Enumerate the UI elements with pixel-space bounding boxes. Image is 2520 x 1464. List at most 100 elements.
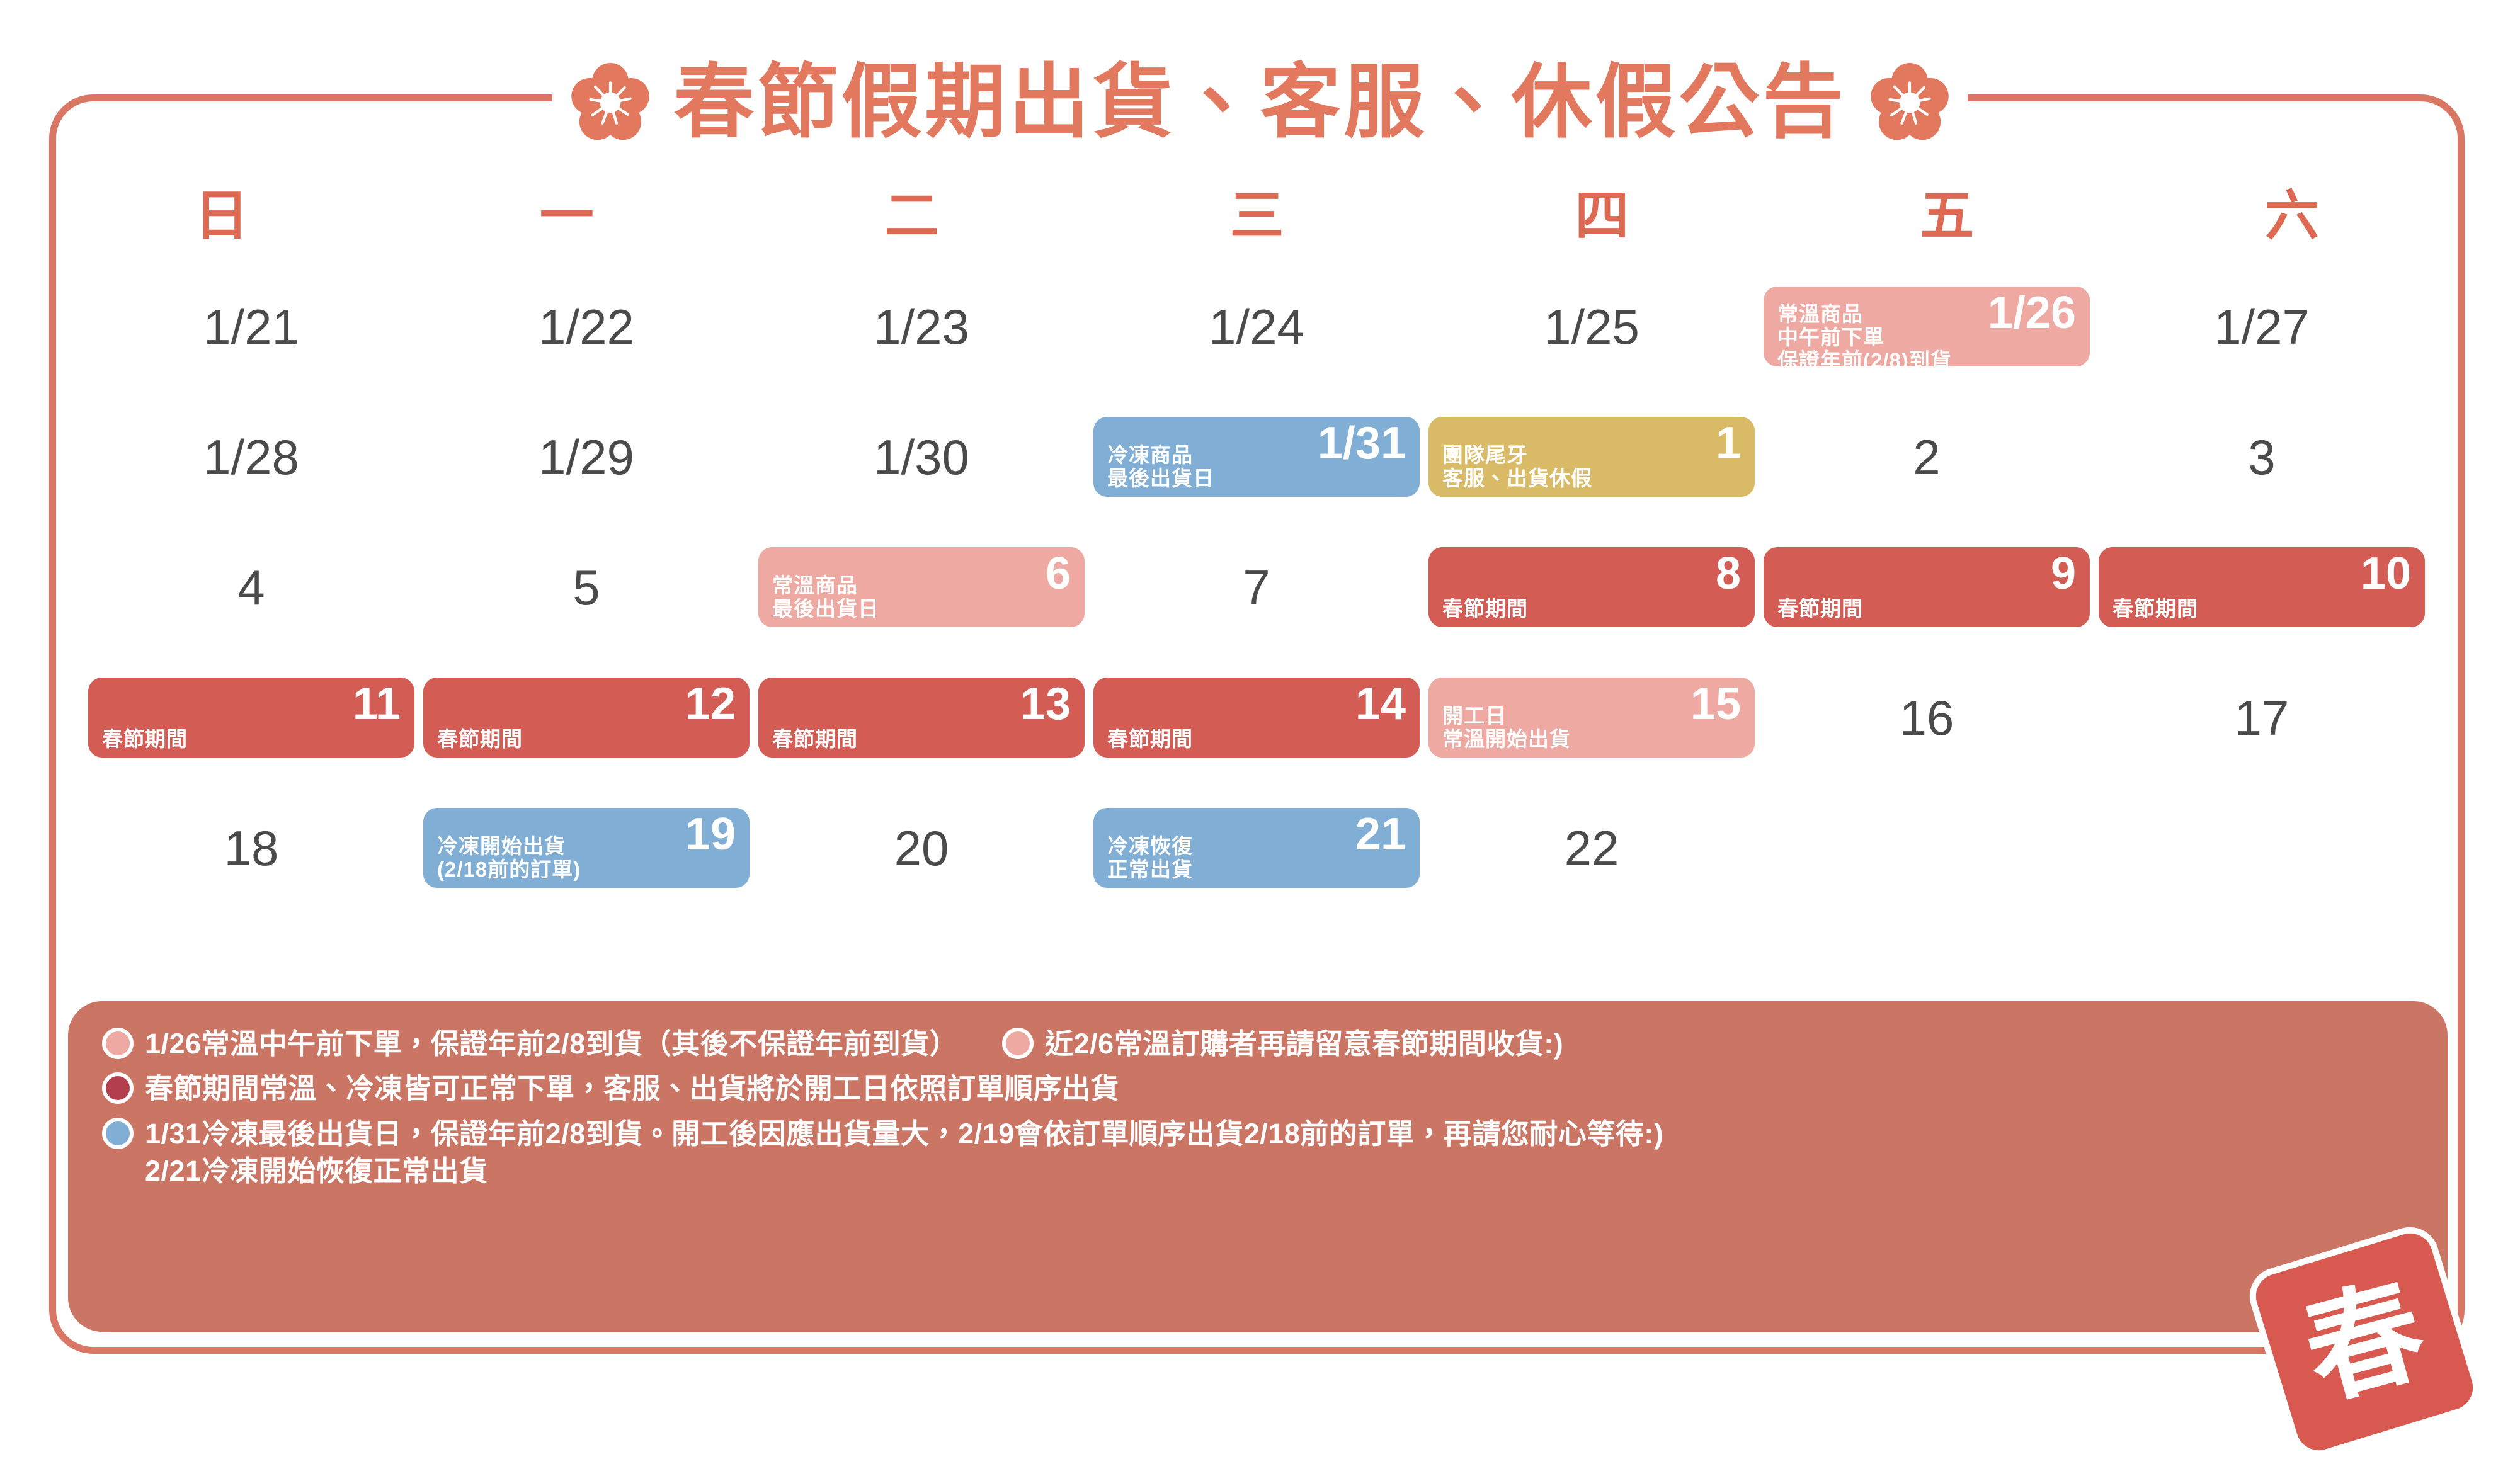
day-number: 20: [894, 820, 949, 876]
legend-item-dark-red: 春節期間常溫、冷凍皆可正常下單，客服、出貨將於開工日依照訂單順序出貨: [102, 1070, 1119, 1107]
weekday-label-2: 二: [884, 186, 939, 246]
day-number: 19: [685, 809, 736, 860]
calendar-cell-day-tagged-blue: 19 冷凍開始出貨 (2/18前的訂單): [423, 808, 750, 888]
day-note: 冷凍商品 最後出貨日: [1107, 443, 1214, 491]
weekday-header-row: 日一二三四五六: [49, 189, 2465, 243]
day-number: 8: [1715, 548, 1741, 599]
legend-dot-blue-icon: [102, 1117, 134, 1149]
calendar-cell-day-tagged-pink: 15 開工日 常溫開始出貨: [1428, 678, 1755, 758]
calendar-cell-day-tagged-red: 13 春節期間: [758, 678, 1085, 758]
weekday-label-1: 一: [539, 186, 594, 246]
day-note: 冷凍恢復 正常出貨: [1107, 834, 1193, 882]
spring-character: 春: [2291, 1264, 2437, 1420]
day-number: 1: [1715, 418, 1741, 468]
calendar-cell-day-tagged-blue: 21 冷凍恢復 正常出貨: [1093, 808, 1420, 888]
day-note: 春節期間: [437, 727, 523, 751]
calendar-cell-day-tagged-red: 11 春節期間: [88, 678, 414, 758]
calendar-cell-day: 1/22: [423, 287, 750, 366]
day-number: 1/22: [539, 298, 634, 355]
calendar-cell-day: 1/27: [2099, 287, 2425, 366]
day-number: 18: [224, 820, 279, 876]
calendar-cell-day-tagged-gold: 1 團隊尾牙 客服、出貨休假: [1428, 417, 1755, 497]
weekday-label-4: 四: [1575, 186, 1629, 246]
day-number: 4: [237, 559, 265, 615]
calendar-cell-day: 20: [758, 808, 1085, 888]
calendar-cell-day: 16: [1764, 678, 2090, 758]
day-number: 7: [1243, 559, 1270, 615]
weekday-label-5: 五: [1920, 186, 1975, 246]
day-number: 1/25: [1544, 298, 1639, 355]
day-note: 團隊尾牙 客服、出貨休假: [1442, 443, 1592, 491]
day-number: 1/21: [203, 298, 299, 355]
calendar-cell-day-tagged-red: 8 春節期間: [1428, 547, 1755, 627]
day-number: 22: [1564, 820, 1619, 876]
day-note: 常溫商品 中午前下單 保證年前(2/8)到貨: [1777, 302, 1952, 372]
calendar-cell-day: 1/28: [88, 417, 414, 497]
calendar-cell-day: 5: [423, 547, 750, 627]
legend-row-1: 1/26常溫中午前下單，保證年前2/8到貨（其後不保證年前到貨） 近2/6常溫訂…: [102, 1025, 2414, 1062]
day-number: 16: [1899, 689, 1954, 746]
day-number: 1/31: [1317, 418, 1406, 468]
legend-item-blue: 1/31冷凍最後出貨日，保證年前2/8到貨。開工後因應出貨量大，2/19會依訂單…: [102, 1115, 1663, 1190]
calendar-cell-day-tagged-pink: 6 常溫商品 最後出貨日: [758, 547, 1085, 627]
day-note: 春節期間: [1777, 597, 1863, 621]
weekday-label-6: 六: [2265, 186, 2320, 246]
day-number: 14: [1355, 679, 1406, 729]
calendar-cell-day: 1/25: [1428, 287, 1755, 366]
calendar-cell-day: 7: [1093, 547, 1420, 627]
day-number: 1/24: [1209, 298, 1304, 355]
day-number: 1/28: [203, 429, 299, 485]
calendar-cell-day-tagged-blue: 1/31 冷凍商品 最後出貨日: [1093, 417, 1420, 497]
calendar-cell-empty: [2099, 808, 2425, 888]
weekday-label-0: 日: [194, 186, 249, 246]
legend-text-dark-red: 春節期間常溫、冷凍皆可正常下單，客服、出貨將於開工日依照訂單順序出貨: [145, 1072, 1120, 1105]
day-number: 5: [573, 559, 600, 615]
day-number: 15: [1690, 679, 1741, 729]
day-number: 11: [352, 679, 401, 729]
day-number: 1/26: [1987, 288, 2076, 338]
calendar-cell-day: 1/29: [423, 417, 750, 497]
day-number: 1/29: [539, 429, 634, 485]
calendar-cell-day: 1/24: [1093, 287, 1420, 366]
day-note: 開工日 常溫開始出貨: [1442, 704, 1571, 751]
day-number: 12: [685, 679, 736, 729]
day-number: 9: [2050, 548, 2076, 599]
legend-dot-pink-2-icon: [1002, 1028, 1034, 1059]
legend-row-3: 1/31冷凍最後出貨日，保證年前2/8到貨。開工後因應出貨量大，2/19會依訂單…: [102, 1115, 2414, 1190]
day-note: 春節期間: [772, 727, 858, 751]
day-number: 13: [1020, 679, 1071, 729]
day-number: 1/23: [874, 298, 969, 355]
calendar-cell-empty: [1764, 808, 2090, 888]
calendar-cell-day-tagged-red: 10 春節期間: [2099, 547, 2425, 627]
calendar-cell-day: 2: [1764, 417, 2090, 497]
legend-text-blue: 1/31冷凍最後出貨日，保證年前2/8到貨。開工後因應出貨量大，2/19會依訂單…: [145, 1117, 1664, 1188]
legend-dot-dark-red-icon: [102, 1072, 134, 1104]
legend-item-pink-primary: 1/26常溫中午前下單，保證年前2/8到貨（其後不保證年前到貨）: [102, 1025, 958, 1062]
plum-blossom-icon: [1870, 62, 1949, 140]
calendar-cell-day-tagged-red: 14 春節期間: [1093, 678, 1420, 758]
day-note: 常溫商品 最後出貨日: [772, 574, 879, 621]
day-number: 3: [2248, 429, 2276, 485]
day-number: 6: [1045, 548, 1071, 599]
calendar-cell-day: 1/23: [758, 287, 1085, 366]
calendar-cell-day: 1/21: [88, 287, 414, 366]
day-number: 1/30: [874, 429, 969, 485]
legend-text-pink-primary: 1/26常溫中午前下單，保證年前2/8到貨（其後不保證年前到貨）: [145, 1028, 959, 1060]
calendar-cell-day: 18: [88, 808, 414, 888]
day-number: 17: [2234, 689, 2289, 746]
calendar-cell-day: 1/30: [758, 417, 1085, 497]
legend-row-2: 春節期間常溫、冷凍皆可正常下單，客服、出貨將於開工日依照訂單順序出貨: [102, 1070, 2414, 1107]
page-title: 春節假期出貨、客服、休假公告: [673, 57, 1847, 147]
weekday-label-3: 三: [1229, 186, 1284, 246]
calendar-cell-day-tagged-pink: 1/26 常溫商品 中午前下單 保證年前(2/8)到貨: [1764, 287, 2090, 372]
day-note: 春節期間: [1107, 727, 1193, 751]
day-note: 冷凍開始出貨 (2/18前的訂單): [437, 834, 581, 882]
day-number: 21: [1355, 809, 1406, 860]
legend-text-pink-secondary: 近2/6常溫訂購者再請留意春節期間收貨:): [1045, 1028, 1564, 1060]
calendar-grid: 1/21 1/22 1/23 1/24 1/25 1/26 常溫商品 中午前下單 保證年前(…: [88, 287, 2425, 888]
legend-item-pink-secondary: 近2/6常溫訂購者再請留意春節期間收貨:): [1002, 1025, 1563, 1062]
day-number: 10: [2360, 548, 2411, 599]
day-note: 春節期間: [1442, 597, 1528, 621]
calendar-cell-day: 3: [2099, 417, 2425, 497]
